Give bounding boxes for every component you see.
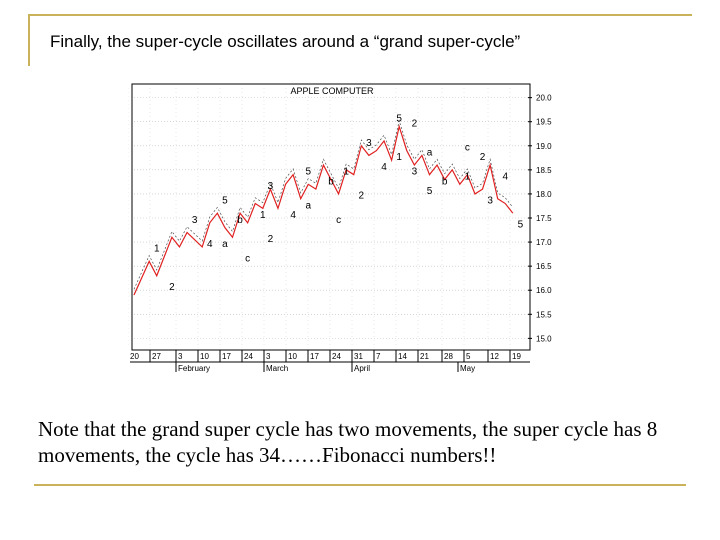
y-tick-label: 17.0 bbox=[536, 238, 552, 247]
wave-label: 4 bbox=[290, 210, 296, 221]
title-accent-vertical bbox=[28, 14, 30, 66]
wave-label: 1 bbox=[154, 244, 160, 255]
y-tick-label: 19.5 bbox=[536, 118, 552, 127]
title-accent-horizontal bbox=[28, 14, 692, 16]
x-day-label: 31 bbox=[354, 352, 363, 361]
x-day-label: 19 bbox=[512, 352, 521, 361]
slide-title: Finally, the super-cycle oscillates arou… bbox=[50, 32, 521, 51]
y-tick-label: 15.0 bbox=[536, 334, 552, 343]
wave-label: 4 bbox=[502, 171, 508, 182]
wave-label: c bbox=[245, 253, 250, 264]
x-day-label: 24 bbox=[332, 352, 341, 361]
wave-label: 5 bbox=[518, 220, 524, 231]
wave-label: 5 bbox=[427, 186, 433, 197]
wave-label: b bbox=[442, 176, 448, 187]
y-tick-label: 17.5 bbox=[536, 214, 552, 223]
wave-label: c bbox=[336, 215, 341, 226]
wave-label: 5 bbox=[305, 167, 311, 178]
wave-label: 1 bbox=[396, 152, 402, 163]
y-tick-label: 15.5 bbox=[536, 310, 552, 319]
wave-label: 2 bbox=[268, 234, 274, 245]
wave-label: 1 bbox=[260, 210, 266, 221]
wave-label: 2 bbox=[169, 282, 175, 293]
y-tick-label: 20.0 bbox=[536, 94, 552, 103]
x-day-label: 3 bbox=[178, 352, 183, 361]
y-tick-label: 18.5 bbox=[536, 166, 552, 175]
x-day-label: 20 bbox=[130, 352, 139, 361]
wave-label: 3 bbox=[268, 181, 274, 192]
wave-label: 2 bbox=[359, 191, 365, 202]
caption-text: Note that the grand super cycle has two … bbox=[38, 417, 658, 467]
wave-label: a bbox=[222, 239, 228, 250]
x-day-label: 7 bbox=[376, 352, 381, 361]
x-day-label: 27 bbox=[152, 352, 161, 361]
wave-label: 3 bbox=[366, 138, 372, 149]
y-tick-label: 16.5 bbox=[536, 262, 552, 271]
bottom-accent-rule bbox=[34, 484, 686, 486]
wave-label: a bbox=[305, 200, 311, 211]
x-day-label: 21 bbox=[420, 352, 429, 361]
wave-count-overlay bbox=[133, 119, 514, 290]
x-day-label: 5 bbox=[466, 352, 471, 361]
x-day-label: 10 bbox=[288, 352, 297, 361]
x-day-label: 24 bbox=[244, 352, 253, 361]
x-month-label: May bbox=[460, 364, 475, 373]
chart-plot-frame bbox=[131, 83, 531, 351]
x-day-label: 17 bbox=[310, 352, 319, 361]
wave-label: 5 bbox=[222, 196, 228, 207]
x-day-label: 14 bbox=[398, 352, 407, 361]
wave-label: 1 bbox=[343, 167, 349, 178]
y-tick-label: 19.0 bbox=[536, 142, 552, 151]
wave-label: 3 bbox=[192, 215, 198, 226]
wave-label: 3 bbox=[412, 167, 418, 178]
y-tick-label: 16.0 bbox=[536, 286, 552, 295]
wave-label: b bbox=[328, 176, 334, 187]
wave-label: 1 bbox=[465, 171, 471, 182]
x-day-label: 12 bbox=[490, 352, 499, 361]
price-series-line bbox=[133, 124, 514, 296]
x-day-label: 3 bbox=[266, 352, 271, 361]
x-month-label: April bbox=[354, 364, 370, 373]
wave-label: 2 bbox=[412, 119, 418, 130]
wave-label: 2 bbox=[480, 152, 486, 163]
x-day-label: 28 bbox=[444, 352, 453, 361]
x-month-label: February bbox=[178, 364, 210, 373]
x-day-label: 10 bbox=[200, 352, 209, 361]
wave-label: a bbox=[427, 147, 433, 158]
y-tick-label: 18.0 bbox=[536, 190, 552, 199]
wave-label: 5 bbox=[396, 114, 402, 125]
wave-label: 4 bbox=[207, 239, 213, 250]
wave-label: 3 bbox=[487, 196, 493, 207]
x-month-label: March bbox=[266, 364, 288, 373]
chart-title: APPLE COMPUTER bbox=[290, 86, 374, 96]
wave-label: c bbox=[465, 143, 470, 154]
x-day-label: 17 bbox=[222, 352, 231, 361]
wave-label: b bbox=[237, 215, 243, 226]
wave-label: 4 bbox=[381, 162, 387, 173]
